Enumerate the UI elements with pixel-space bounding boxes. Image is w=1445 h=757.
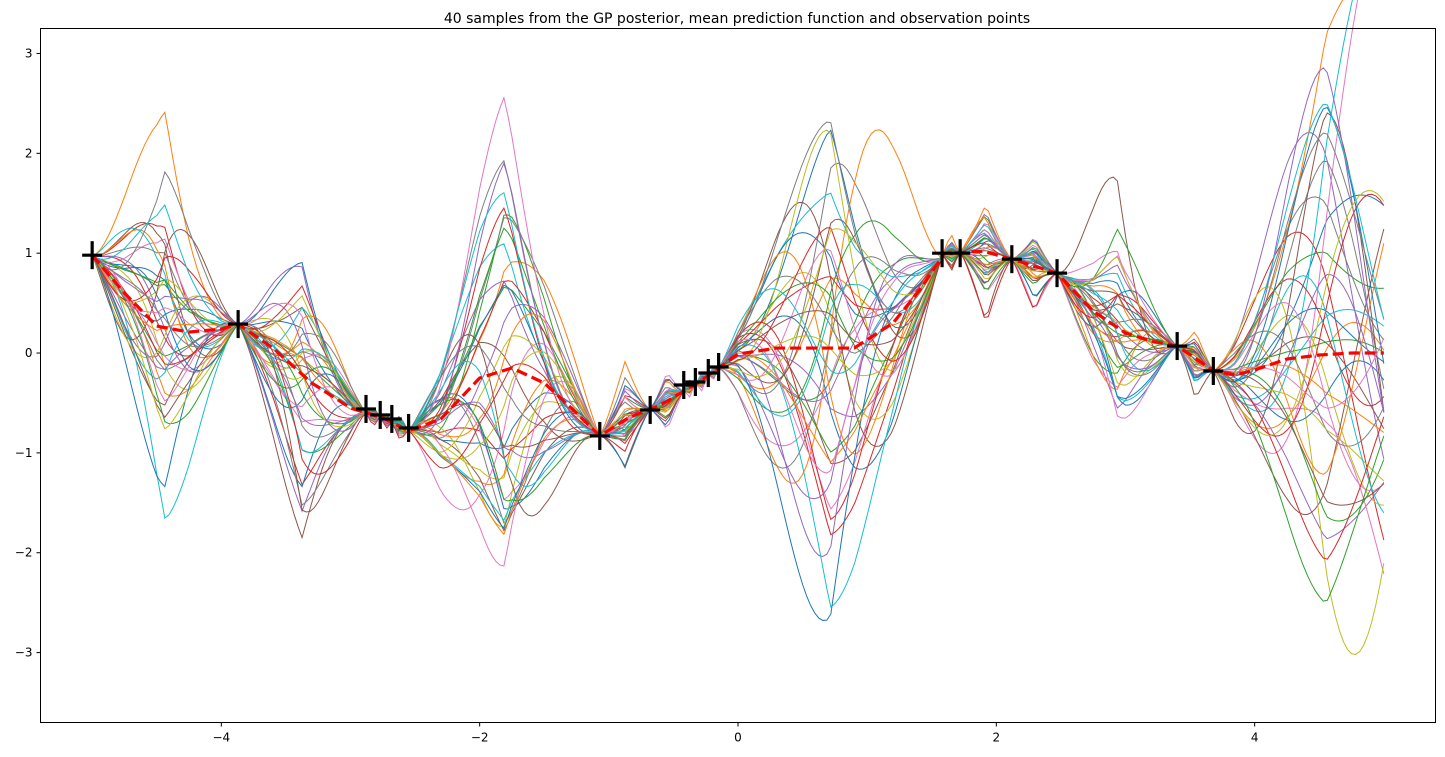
observation-marker [932,239,953,268]
sample-line [91,121,1385,442]
y-tick-label: −3 [15,646,33,660]
observation-marker [370,400,391,429]
observation-marker [381,404,402,433]
sample-line [91,251,1385,500]
mean-line [90,249,1384,438]
observation-marker [1047,259,1068,288]
x-tick-label: −4 [212,731,230,745]
observation-marker [950,239,971,268]
x-tick-label: 0 [734,731,742,745]
sample-line [91,251,1385,506]
observation-marker [228,310,249,339]
observation-marker [82,241,103,270]
y-tick-label: 1 [25,246,33,260]
y-tick-label: −1 [15,446,33,460]
observation-marker [685,367,706,396]
observation-marker [589,421,610,450]
y-tick-label: 3 [25,46,33,60]
observation-marker [1203,357,1224,386]
y-tick-label: −2 [15,546,33,560]
observation-marker [640,395,661,424]
observation-marker [708,353,729,382]
observation-marker [698,359,719,388]
plot-frame [40,28,1436,723]
x-tick-label: −2 [471,731,489,745]
observation-marker [1167,332,1188,361]
x-tick-label: 4 [1251,731,1259,745]
sample-line [91,214,1385,436]
observation-marker [398,413,419,442]
y-tick-label: 2 [25,146,33,160]
observation-points [82,239,1224,450]
y-axis: −3 −2 −1 0 1 2 3 [15,46,41,660]
y-tick-label: 0 [25,346,33,360]
mean-prediction [90,249,1384,438]
posterior-samples [91,0,1385,655]
sample-line [91,96,1385,474]
sample-line [91,106,1385,621]
observation-marker [1001,245,1022,274]
observation-marker [673,370,694,399]
x-tick-label: 2 [993,731,1001,745]
observation-marker [356,394,376,423]
x-axis: −4 −2 0 2 4 [212,722,1259,745]
chart-title: 40 samples from the GP posterior, mean p… [444,11,1030,27]
sample-line [91,193,1385,521]
